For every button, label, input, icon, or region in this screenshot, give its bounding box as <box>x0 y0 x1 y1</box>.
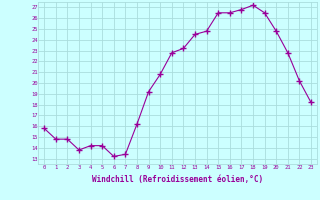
X-axis label: Windchill (Refroidissement éolien,°C): Windchill (Refroidissement éolien,°C) <box>92 175 263 184</box>
